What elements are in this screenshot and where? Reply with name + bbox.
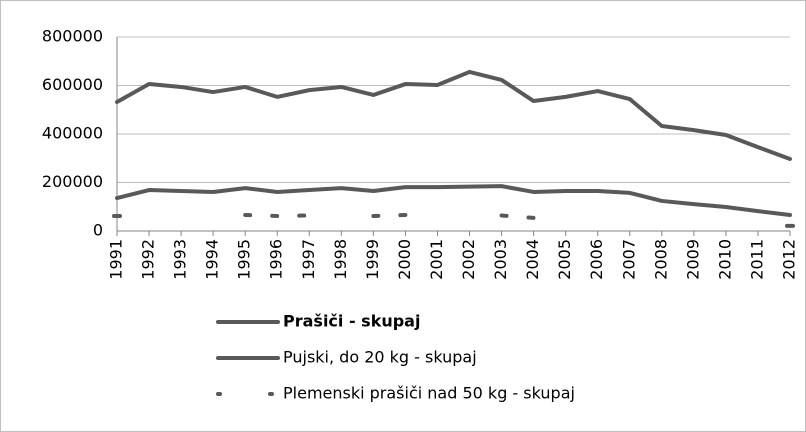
x-tick-label: 1991 [107, 239, 126, 280]
x-tick-label: 2000 [395, 239, 414, 280]
legend-label: Pujski, do 20 kg - skupaj [283, 348, 477, 367]
x-tick-label: 1997 [299, 239, 318, 280]
x-tick-label: 1992 [139, 239, 158, 280]
x-tick-label: 2005 [555, 239, 574, 280]
x-tick-label: 2010 [715, 239, 734, 280]
series-line [115, 69, 792, 161]
y-tick-label: 600000 [42, 75, 103, 94]
x-tick-label: 1998 [331, 239, 350, 280]
x-tick-label: 2002 [459, 239, 478, 280]
x-tick-label: 1994 [203, 239, 222, 280]
x-tick-label: 2007 [619, 239, 638, 280]
x-tick-label: 1993 [171, 239, 190, 280]
x-tick-label: 1999 [363, 239, 382, 280]
x-tick-label: 2012 [780, 239, 799, 280]
x-tick-label: 2009 [683, 239, 702, 280]
y-tick-label: 800000 [42, 27, 103, 46]
x-tick-label: 2003 [491, 239, 510, 280]
x-tick-label: 2008 [651, 239, 670, 280]
legend-label: Prašiči - skupaj [283, 312, 420, 331]
y-tick-label: 400000 [42, 124, 103, 143]
x-tick-label: 2006 [587, 239, 606, 280]
legend-label: Plemenski prašiči nad 50 kg - skupaj [283, 384, 575, 403]
x-tick-label: 2001 [427, 239, 446, 280]
x-tick-label: 2004 [523, 239, 542, 280]
x-tick-label: 1995 [235, 239, 254, 280]
x-tick-label: 1996 [267, 239, 286, 280]
y-tick-label: 200000 [42, 172, 103, 191]
x-tick-label: 2011 [747, 239, 766, 280]
y-tick-label: 0 [93, 221, 103, 240]
series-line [115, 184, 792, 217]
